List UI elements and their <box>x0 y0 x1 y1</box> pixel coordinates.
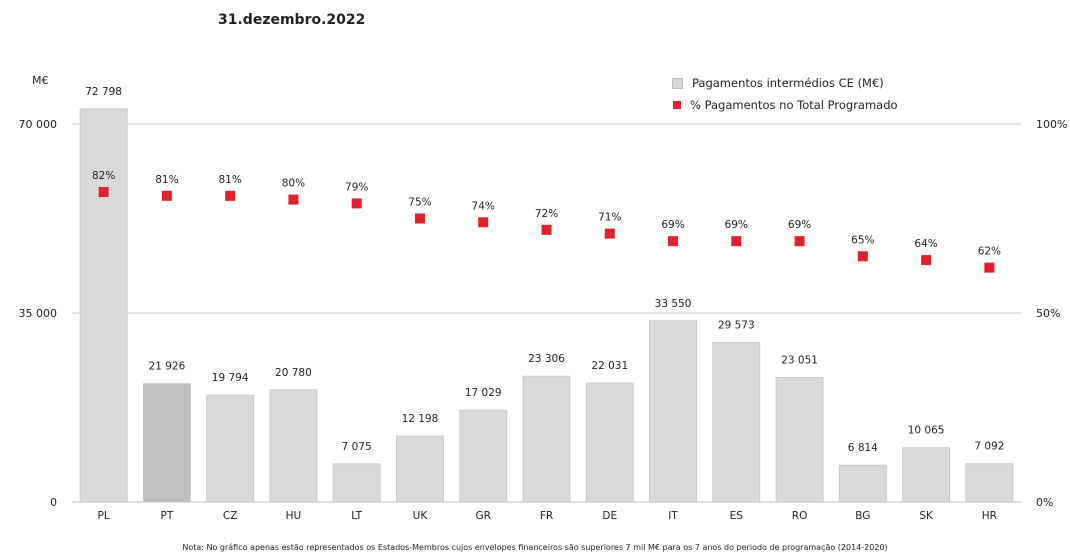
bar-value-label: 12 198 <box>402 413 439 425</box>
x-tick-label: IT <box>668 510 678 522</box>
bar <box>459 409 508 503</box>
y2-tick-label: 50% <box>1036 307 1060 320</box>
bar <box>585 382 634 503</box>
bar-value-label: 7 092 <box>974 441 1004 453</box>
bar <box>396 435 444 503</box>
legend-label-points: % Pagamentos no Total Programado <box>690 98 898 112</box>
bar <box>775 377 824 503</box>
percent-point <box>731 236 742 247</box>
percent-label: 80% <box>282 178 305 190</box>
x-tick-label: ES <box>730 510 744 522</box>
y-axis-unit-label: M€ <box>32 74 49 87</box>
percent-point <box>541 224 552 235</box>
bar <box>838 464 887 503</box>
legend-item-points: % Pagamentos no Total Programado <box>672 94 898 116</box>
x-tick-label: HR <box>982 510 997 522</box>
x-tick-label: BG <box>855 510 870 522</box>
percent-point <box>478 217 489 228</box>
percent-label: 64% <box>914 238 937 250</box>
percent-label: 81% <box>155 174 178 186</box>
percent-label: 74% <box>472 200 495 212</box>
percent-point <box>857 251 868 262</box>
bar-value-label: 17 029 <box>465 387 502 399</box>
x-tick-label: CZ <box>223 510 238 522</box>
bar <box>142 383 191 503</box>
legend-swatch-bars <box>672 77 683 89</box>
bar-value-label: 72 798 <box>85 86 122 98</box>
y2-tick-label: 0% <box>1036 496 1053 509</box>
bar-value-label: 19 794 <box>212 372 249 384</box>
x-tick-label: DE <box>602 510 617 522</box>
x-tick-label: SK <box>919 510 934 522</box>
bar <box>649 320 697 503</box>
percent-point <box>161 190 172 201</box>
percent-label: 81% <box>218 174 241 186</box>
percent-label: 65% <box>851 234 874 246</box>
bar-value-label: 29 573 <box>718 319 755 331</box>
x-tick-label: PL <box>98 510 110 522</box>
y-tick-label: 35 000 <box>19 307 58 320</box>
percent-point <box>604 228 615 239</box>
x-tick-label: LT <box>351 510 362 522</box>
legend-swatch-points <box>673 101 681 109</box>
y-tick-label: 0 <box>50 496 57 509</box>
y2-tick-label: 100% <box>1036 118 1067 131</box>
x-tick-label: UK <box>413 510 429 522</box>
percent-label: 72% <box>535 208 558 220</box>
bar <box>712 341 761 503</box>
x-tick-label: FR <box>540 510 553 522</box>
bar-value-label: 10 065 <box>908 425 945 437</box>
bar <box>269 389 318 503</box>
percent-label: 71% <box>598 212 621 224</box>
percent-point <box>225 190 236 201</box>
percent-label: 82% <box>92 170 115 182</box>
percent-label: 69% <box>661 219 684 231</box>
bar <box>522 375 571 503</box>
legend-label-bars: Pagamentos intermédios CE (M€) <box>692 76 884 90</box>
bar-value-label: 33 550 <box>655 298 692 310</box>
bar-value-label: 20 780 <box>275 367 312 379</box>
x-tick-label: HU <box>286 510 302 522</box>
bar-value-label: 6 814 <box>848 442 878 454</box>
legend: Pagamentos intermédios CE (M€) % Pagamen… <box>672 72 898 116</box>
x-tick-label: PT <box>161 510 174 522</box>
bar <box>332 463 381 503</box>
percent-point <box>984 262 995 273</box>
bar <box>902 447 950 503</box>
legend-item-bars: Pagamentos intermédios CE (M€) <box>672 72 898 94</box>
chart-title: 31.dezembro.2022 <box>218 12 366 28</box>
percent-point <box>98 187 109 198</box>
percent-point <box>414 213 425 224</box>
percent-point <box>288 194 299 205</box>
bar-value-label: 23 306 <box>528 353 565 365</box>
bar-value-label: 7 075 <box>342 441 372 453</box>
percent-point <box>794 236 805 247</box>
footnote: Nota: No gráfico apenas estão representa… <box>182 543 888 552</box>
percent-label: 69% <box>725 219 748 231</box>
percent-label: 75% <box>408 197 431 209</box>
bar-value-label: 22 031 <box>591 360 628 372</box>
percent-point <box>921 255 932 266</box>
y-tick-label: 70 000 <box>19 118 58 131</box>
percent-label: 79% <box>345 181 368 193</box>
bar <box>206 394 255 503</box>
percent-label: 69% <box>788 219 811 231</box>
x-tick-label: GR <box>476 510 491 522</box>
bar <box>965 463 1014 503</box>
percent-label: 62% <box>978 246 1001 258</box>
percent-point <box>668 236 679 247</box>
x-tick-label: RO <box>792 510 808 522</box>
bar-value-label: 23 051 <box>781 355 818 367</box>
percent-point <box>351 198 362 209</box>
bar-value-label: 21 926 <box>149 361 186 373</box>
bar <box>79 108 128 503</box>
